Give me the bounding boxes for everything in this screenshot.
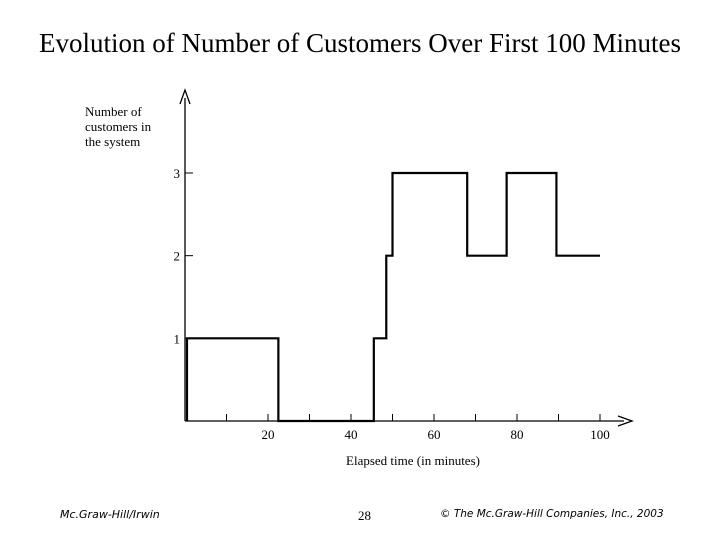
chart-series bbox=[185, 171, 600, 423]
x-tick-label-40: 40 bbox=[345, 427, 358, 442]
x-tick-label-100: 100 bbox=[590, 427, 610, 442]
x-tick-label-20: 20 bbox=[262, 427, 275, 442]
y-axis-label: Number of customers in the system bbox=[85, 104, 152, 149]
y-axis-arrow bbox=[179, 88, 191, 105]
chart-axes bbox=[179, 88, 634, 427]
page-number: 28 bbox=[358, 508, 371, 523]
footer-copyright: © The Mc.Graw-Hill Companies, Inc., 2003 bbox=[440, 508, 664, 520]
page-title: Evolution of Number of Customers Over Fi… bbox=[39, 28, 681, 58]
x-axis-arrow bbox=[617, 415, 634, 427]
y-axis-label-line: customers in bbox=[85, 119, 152, 134]
x-axis-label: Elapsed time (in minutes) bbox=[346, 453, 480, 468]
y-tick-label-2: 2 bbox=[174, 249, 181, 264]
x-tick-label-60: 60 bbox=[428, 427, 441, 442]
series-line-0 bbox=[185, 171, 600, 423]
chart-labels: 20 40 60 80 100 1 2 3 Number of customers in the s… bbox=[85, 104, 610, 468]
x-tick-label-80: 80 bbox=[511, 427, 524, 442]
footer-publisher: Mc.Graw-Hill/Irwin bbox=[60, 508, 160, 521]
y-tick-label-1: 1 bbox=[174, 331, 181, 346]
y-tick-label-3: 3 bbox=[174, 166, 181, 181]
y-axis-label-line: Number of bbox=[85, 104, 142, 119]
y-axis-label-line: the system bbox=[85, 134, 140, 149]
